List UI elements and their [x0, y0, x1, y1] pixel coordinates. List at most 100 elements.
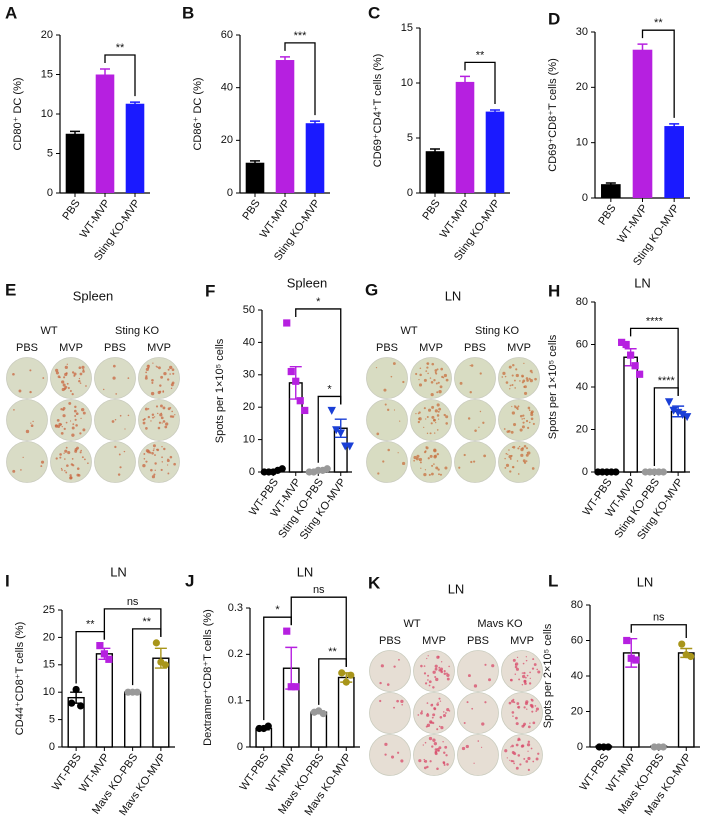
column-label: PBS: [16, 342, 38, 354]
significance-label: **: [476, 49, 485, 61]
spot: [532, 422, 535, 426]
spot: [526, 674, 529, 677]
well: [369, 650, 411, 692]
spot: [386, 408, 390, 412]
significance-bracket: [464, 61, 496, 104]
group-label: Mavs KO: [477, 618, 523, 630]
well: [369, 692, 411, 734]
spot: [484, 701, 487, 704]
spot: [510, 430, 514, 434]
spot: [434, 667, 438, 671]
spot: [424, 682, 428, 685]
spot: [509, 457, 512, 460]
data-point: [68, 699, 76, 707]
significance-label: **: [328, 646, 337, 658]
data-point: [323, 465, 331, 473]
spot: [443, 763, 446, 766]
spot: [82, 370, 85, 373]
chart-title: LN: [634, 275, 651, 290]
spot: [469, 364, 471, 367]
well: [366, 399, 408, 441]
spot: [513, 423, 517, 427]
data-point: [292, 683, 300, 691]
spot: [426, 713, 430, 717]
spot: [525, 700, 529, 704]
data-point: [678, 640, 686, 648]
spot: [400, 759, 404, 763]
spot: [516, 460, 519, 462]
spot: [66, 363, 68, 365]
spot: [22, 456, 24, 459]
well: [410, 399, 452, 441]
y-tick-label: 0: [407, 187, 413, 199]
spot: [439, 716, 443, 719]
spot: [459, 381, 463, 385]
panel-label: I: [5, 571, 10, 590]
spot: [153, 416, 156, 418]
spot: [111, 420, 115, 423]
error-bar: [280, 56, 290, 64]
spot: [473, 460, 476, 463]
spot: [73, 372, 77, 376]
spot: [511, 374, 514, 377]
column-label: MVP: [419, 342, 443, 354]
spot: [519, 380, 521, 382]
spot: [153, 473, 156, 476]
spot: [387, 448, 390, 452]
group-label: WT: [400, 325, 417, 337]
spot: [523, 757, 526, 760]
spot: [426, 765, 429, 769]
spot: [61, 425, 63, 428]
spot: [527, 426, 530, 429]
spot: [124, 428, 126, 430]
spot: [526, 452, 529, 454]
y-tick-label: 40: [221, 82, 233, 94]
spot: [434, 409, 438, 413]
spot: [481, 722, 485, 726]
spot: [525, 447, 529, 450]
spot: [161, 461, 164, 463]
spot: [429, 377, 432, 379]
spot: [170, 387, 173, 390]
spot: [436, 452, 440, 456]
spot: [169, 365, 173, 370]
y-axis-label: Spots per 2×10⁵ cells: [542, 623, 554, 728]
spot: [480, 746, 483, 748]
spot: [431, 464, 434, 467]
spot: [423, 672, 427, 675]
spot: [513, 762, 515, 765]
spot: [160, 468, 163, 472]
spot: [504, 457, 506, 460]
spot: [522, 414, 525, 417]
spot: [60, 408, 63, 411]
spot: [505, 452, 508, 455]
spot: [117, 473, 121, 476]
spot: [162, 420, 166, 423]
spot: [29, 390, 32, 394]
spot: [416, 454, 420, 458]
spot: [30, 422, 32, 424]
spot: [438, 725, 441, 728]
spot: [424, 741, 427, 744]
spot: [66, 382, 69, 385]
spot: [435, 466, 439, 470]
spot: [429, 760, 432, 763]
spot: [432, 670, 436, 674]
spot: [163, 447, 166, 451]
data-point: [627, 654, 635, 662]
spot: [382, 460, 385, 463]
spot: [527, 740, 531, 744]
data-point: [612, 468, 620, 476]
bar: [95, 74, 115, 193]
spot: [69, 474, 72, 477]
spot: [426, 702, 429, 704]
spot: [430, 472, 434, 476]
spot: [419, 461, 422, 464]
spot: [520, 453, 524, 457]
elispot-panel: K LN WT Mavs KO PBS MVP PBS MVP: [368, 573, 543, 776]
spot: [533, 663, 537, 666]
spot: [427, 372, 429, 375]
spot: [463, 721, 466, 724]
spot: [478, 426, 480, 428]
